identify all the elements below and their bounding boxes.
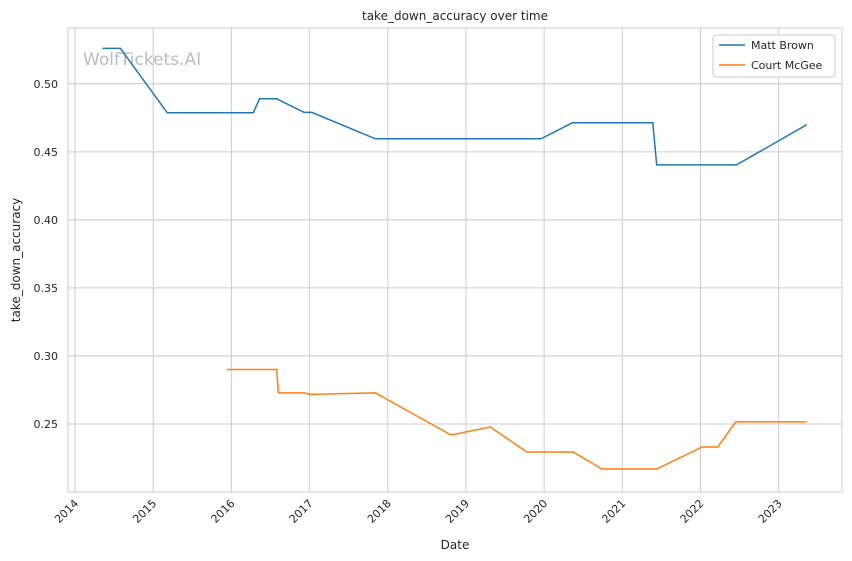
y-tick-label: 0.50 — [34, 78, 59, 91]
x-axis-label: Date — [441, 538, 470, 552]
y-tick-label: 0.45 — [34, 146, 59, 159]
x-tick-label: 2022 — [678, 497, 707, 526]
series-line-court-mcgee — [226, 368, 807, 470]
y-tick-label: 0.40 — [34, 214, 59, 227]
x-tick-label: 2016 — [209, 497, 238, 526]
x-tick-label: 2017 — [287, 497, 316, 526]
y-tick-label: 0.30 — [34, 350, 59, 363]
legend: Matt Brown Court McGee — [712, 34, 836, 78]
y-tick-label: 0.25 — [34, 418, 59, 431]
x-tick-label: 2015 — [130, 497, 159, 526]
x-tick-label: 2021 — [599, 497, 628, 526]
y-axis-label: take_down_accuracy — [9, 198, 23, 322]
x-tick-label: 2018 — [365, 497, 394, 526]
legend-label-court-mcgee: Court McGee — [751, 59, 823, 72]
plot-frame — [67, 27, 843, 493]
x-tick-label: 2020 — [521, 497, 550, 526]
y-tick-label: 0.35 — [34, 282, 59, 295]
x-tick-label: 2023 — [756, 497, 785, 526]
legend-label-matt-brown: Matt Brown — [751, 39, 814, 52]
x-tick-label: 2014 — [52, 497, 81, 526]
x-tick-label: 2019 — [443, 497, 472, 526]
series-line-matt-brown — [102, 47, 808, 166]
watermark: WolfTickets.AI — [83, 50, 201, 70]
chart-title: take_down_accuracy over time — [362, 9, 548, 23]
